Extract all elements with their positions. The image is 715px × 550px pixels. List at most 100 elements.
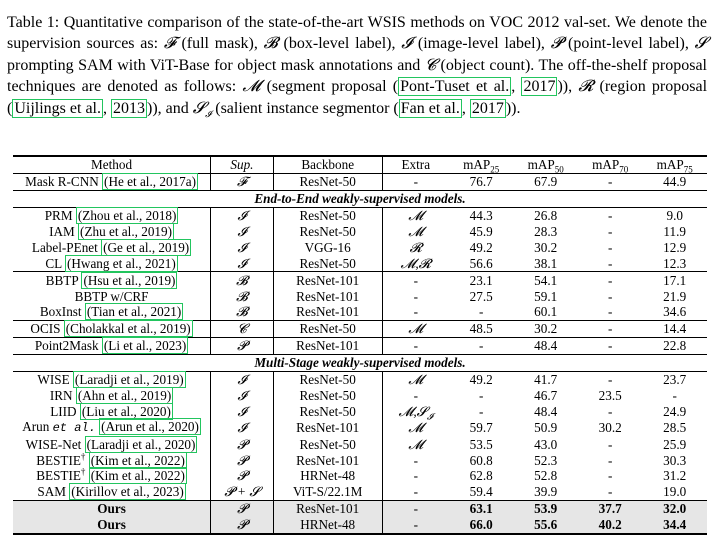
map50-cell: 26.8 [534, 208, 558, 224]
dagger-mark: † [80, 467, 86, 478]
symbol-point-label: 𝓟 [550, 35, 563, 53]
map50-cell: 28.3 [534, 224, 558, 239]
map50-cell: 53.9 [513, 499, 578, 517]
header-backbone: Backbone [272, 156, 383, 174]
citation-authors: Laradji et al. [79, 372, 147, 388]
method-cell: BBTP (Hsu et al., 2019) [13, 271, 211, 289]
method-name: BoxInst [39, 304, 82, 320]
citation-link[interactable]: (Kim et al., 2022) [88, 467, 187, 485]
citation-link[interactable]: (Li et al., 2023) [101, 337, 189, 355]
backbone-cell: VGG-16 [272, 239, 383, 256]
citation-authors: Zhou et al. [82, 208, 140, 224]
map50-cell: 59.1 [534, 288, 558, 304]
citation-year: 2019 [159, 321, 187, 337]
citation-link[interactable]: (Zhu et al., 2019) [78, 223, 174, 240]
citation-link[interactable]: Pont-Tuset et al. [398, 77, 512, 97]
method-cell: IRN (Ahn et al., 2019) [13, 386, 211, 404]
method-name: BESTIE [36, 468, 81, 484]
method-name: IAM [49, 224, 75, 239]
supervision-cell: 𝓘 [210, 419, 274, 437]
citation-year: 2019 [140, 387, 167, 403]
map70-cell: - [607, 239, 613, 255]
map75-cell: 21.9 [663, 288, 687, 304]
header-map70-sub: 70 [619, 165, 629, 176]
backbone-cell: ResNet-50 [272, 436, 383, 453]
map50-cell: 55.6 [513, 516, 578, 535]
map70-cell: - [607, 468, 613, 484]
extra-cell: - [381, 304, 449, 321]
citation-link[interactable]: (Hsu et al., 2019) [81, 271, 178, 289]
citation-link[interactable]: Uijlings et al. [12, 98, 103, 118]
table-row: BBTP w/CRF 𝓑 ResNet-101 - 27.5 59.1 - 21… [13, 288, 707, 305]
citation-authors: Liu et al. [86, 403, 134, 419]
caption-text: )), and [146, 99, 193, 117]
caption-text: Quantitative comparison of the state-of-… [7, 14, 707, 53]
citation-link[interactable]: (Cholakkal et al., 2019) [63, 320, 193, 338]
map70-cell: 37.7 [577, 499, 643, 517]
dagger-mark: † [80, 451, 86, 462]
citation-link[interactable]: (Kirillov et al., 2023) [69, 483, 186, 501]
backbone-cell: ResNet-101 [272, 499, 383, 517]
citation-link[interactable]: (Arun et al., 2020) [99, 418, 201, 436]
caption-text: )), [557, 78, 579, 96]
citation-link[interactable]: 2017 [521, 77, 558, 97]
table-row-ours: Ours 𝓟 HRNet-48 - 66.0 55.6 40.2 34.4 [13, 516, 707, 535]
map25-cell: 53.5 [469, 436, 493, 452]
map75-cell: 12.9 [663, 239, 687, 255]
map25-cell: 66.0 [448, 516, 514, 535]
map25-cell: 60.8 [469, 452, 493, 468]
citation-link[interactable]: 2013 [110, 98, 147, 118]
results-table-wrapper: Method Sup. Backbone Extra mAP25 mAP50 m… [13, 155, 707, 535]
citation-link[interactable]: 2017 [469, 98, 506, 118]
citation-authors: Laradji et al. [91, 436, 159, 452]
supervision-cell: 𝓟 [210, 516, 274, 535]
header-map75: mAP75 [642, 156, 707, 175]
map50-cell: 48.4 [513, 336, 578, 355]
map25-cell: 62.8 [469, 468, 493, 484]
citation-link[interactable]: (Tian et al., 2021) [84, 303, 184, 321]
section-end-to-end: End-to-End weakly-supervised models. [13, 189, 707, 208]
backbone-cell: ResNet-101 [272, 419, 383, 437]
map70-cell: - [577, 271, 643, 289]
table-caption: Table 1: Quantitative comparison of the … [7, 14, 708, 119]
citation-link[interactable]: (He et al., 2017a) [102, 173, 198, 191]
header-supervision-text: Sup. [230, 157, 254, 173]
extra-cell: 𝓜 [381, 223, 449, 240]
citation-link[interactable]: (Laradji et al., 2020) [84, 435, 198, 453]
method-name: CL [45, 255, 62, 271]
citation-link[interactable]: (Kim et al., 2022) [88, 451, 187, 469]
map50-cell: 48.4 [534, 403, 558, 419]
citation-link[interactable]: (Zhou et al., 2018) [75, 207, 179, 225]
extra-cell: 𝓡 [381, 239, 449, 256]
supervision-cell: 𝓘 [210, 387, 274, 404]
supervision-cell: 𝓘 [210, 207, 274, 224]
backbone-cell: ResNet-101 [272, 452, 383, 469]
table-row: IRN (Ahn et al., 2019) 𝓘 ResNet-50 - - 4… [13, 386, 707, 404]
citation-year: 2020 [168, 419, 195, 435]
table-row: SAM (Kirillov et al., 2023) 𝓟 + 𝓢 ViT-S/… [13, 483, 707, 501]
citation-link[interactable]: (Ahn et al., 2019) [75, 386, 174, 404]
citation-link[interactable]: (Laradji et al., 2019) [72, 371, 186, 389]
map75-cell: 32.0 [642, 499, 707, 517]
map70-cell: - [607, 452, 613, 468]
symbol-region-proposal: 𝓡 [578, 78, 594, 96]
map75-cell: 14.4 [642, 319, 707, 338]
citation-authors: Arun et al. [105, 419, 162, 435]
citation-link[interactable]: (Hwang et al., 2021) [64, 254, 178, 272]
citation-year: 2019 [158, 239, 185, 255]
citation-link[interactable]: (Liu et al., 2020) [79, 402, 173, 420]
table-row: OCIS (Cholakkal et al., 2019) 𝓒 ResNet-5… [13, 319, 707, 338]
supervision-cell: 𝓟 [210, 452, 274, 469]
method-cell: OCIS (Cholakkal et al., 2019) [13, 319, 211, 338]
extra-cell: - [381, 336, 449, 355]
map25-cell: - [448, 336, 514, 355]
citation-authors: Ahn et al. [82, 387, 134, 403]
section-header-row: End-to-End weakly-supervised models. [13, 189, 707, 208]
citation-link[interactable]: Fan et al. [398, 98, 462, 118]
map25-cell: 44.3 [469, 208, 493, 224]
backbone-cell: HRNet-48 [272, 516, 383, 535]
citation-authors: Kirillov et al. [75, 484, 147, 500]
citation-link[interactable]: (Ge et al., 2019) [101, 238, 192, 256]
method-name: OCIS [30, 321, 61, 337]
header-map70-text: mAP [592, 157, 620, 173]
